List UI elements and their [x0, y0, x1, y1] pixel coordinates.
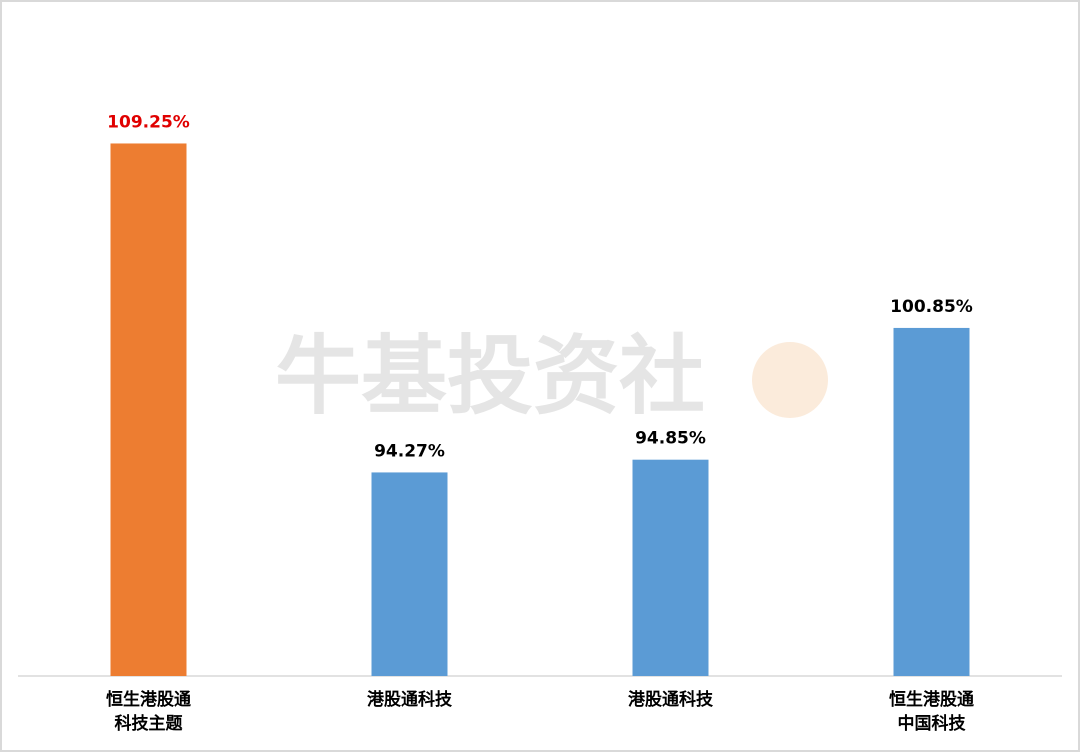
- bar: [371, 472, 448, 676]
- watermark: 牛基投资社: [275, 326, 705, 426]
- value-label: 100.85%: [890, 297, 973, 317]
- x-tick-label: 恒生港股通 中国科技: [889, 690, 974, 734]
- x-tick-label: 港股通科技: [367, 690, 452, 710]
- bar: [632, 459, 709, 676]
- watermark-logo: [752, 342, 828, 418]
- x-tick-label: 港股通科技: [628, 690, 713, 710]
- x-tick-label: 恒生港股通 科技主题: [106, 690, 191, 734]
- bar: [110, 143, 187, 677]
- value-label: 94.27%: [374, 441, 445, 461]
- value-label: 109.25%: [107, 112, 190, 132]
- value-label: 94.85%: [635, 429, 706, 449]
- bar: [893, 327, 970, 676]
